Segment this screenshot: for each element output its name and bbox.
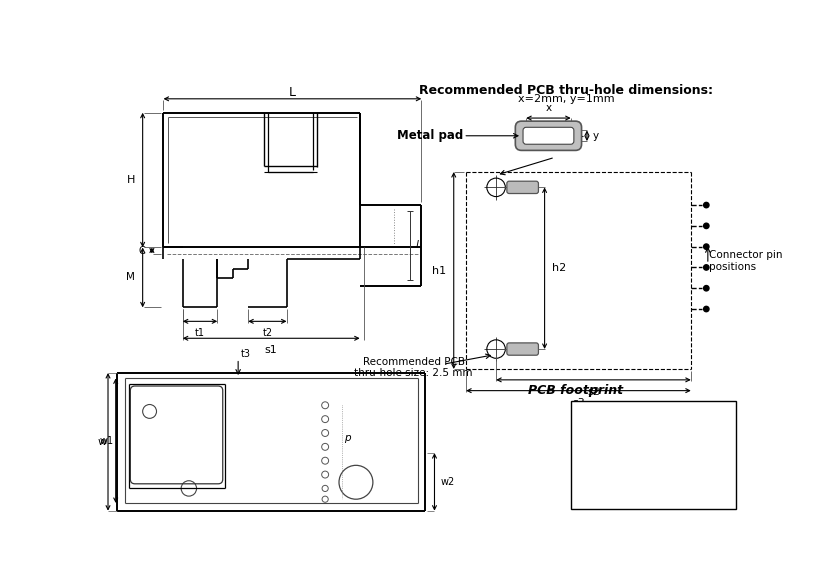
Text: L: L xyxy=(289,86,296,99)
Circle shape xyxy=(703,223,708,229)
Text: M: M xyxy=(126,272,135,282)
FancyBboxPatch shape xyxy=(515,121,581,151)
Text: s1: s1 xyxy=(265,345,277,355)
Text: Recommended PCB
thru-hole size: 2.5 mm: Recommended PCB thru-hole size: 2.5 mm xyxy=(354,357,473,379)
Text: s2: s2 xyxy=(586,387,599,397)
Text: w2: w2 xyxy=(440,477,455,487)
Text: x=2mm, y=1mm: x=2mm, y=1mm xyxy=(518,94,614,104)
Text: s3: s3 xyxy=(571,397,584,408)
Text: H: H xyxy=(127,175,135,185)
Circle shape xyxy=(703,244,708,250)
Text: l: l xyxy=(416,240,418,250)
Text: t1: t1 xyxy=(195,328,205,338)
FancyBboxPatch shape xyxy=(522,127,573,144)
Text: y: y xyxy=(592,131,599,141)
Text: h2: h2 xyxy=(551,263,566,273)
Text: Metal pad: Metal pad xyxy=(397,130,463,142)
Text: w1: w1 xyxy=(100,435,114,446)
FancyBboxPatch shape xyxy=(506,343,538,355)
FancyBboxPatch shape xyxy=(506,181,538,193)
Text: Recommended PCB thru-hole dimensions:: Recommended PCB thru-hole dimensions: xyxy=(419,84,712,97)
Circle shape xyxy=(703,285,708,291)
Text: t3: t3 xyxy=(240,349,250,359)
Text: C: C xyxy=(139,246,146,255)
Text: h1: h1 xyxy=(431,265,445,275)
Text: w: w xyxy=(97,437,106,447)
Text: t2: t2 xyxy=(262,328,272,338)
FancyBboxPatch shape xyxy=(570,401,735,509)
Text: Module: Module xyxy=(595,461,710,489)
Circle shape xyxy=(703,202,708,208)
Text: x: x xyxy=(545,103,551,113)
Circle shape xyxy=(703,265,708,270)
Text: PCB footprint: PCB footprint xyxy=(527,384,622,397)
Text: RJ203: RJ203 xyxy=(608,425,698,453)
Text: Connector pin
positions: Connector pin positions xyxy=(708,250,781,272)
Circle shape xyxy=(703,306,708,312)
Text: p: p xyxy=(344,434,350,444)
